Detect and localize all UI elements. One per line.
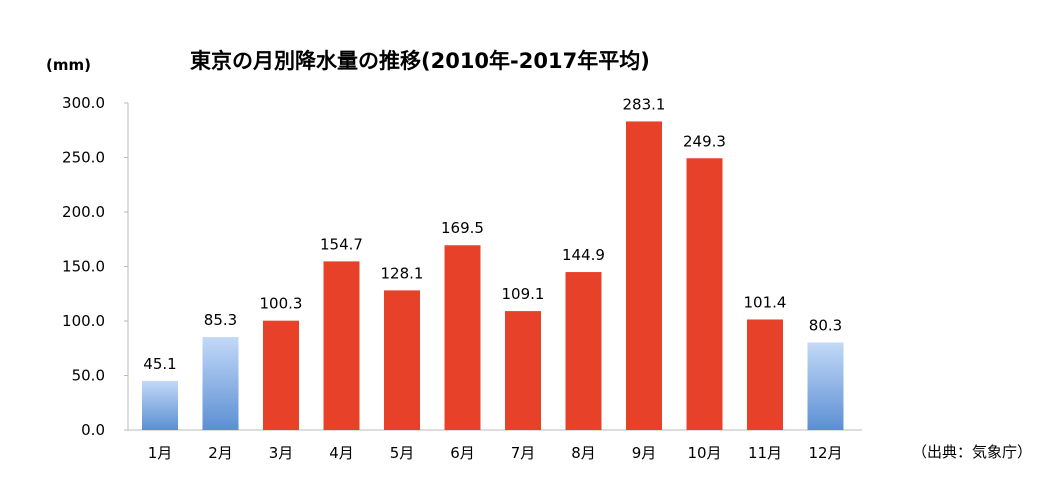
- source-note: （出典：気象庁）: [912, 443, 1032, 461]
- category-label-2: 2月: [208, 444, 233, 462]
- bars-group: 45.1 85.3 100.3 154.7 128.1 169.5 109.1 144.9 28…: [142, 95, 844, 431]
- y-tick-label: 250.0: [62, 149, 105, 167]
- data-label-11: 101.4: [744, 293, 787, 311]
- category-label-10: 10月: [687, 444, 721, 462]
- y-tick-label: 50.0: [72, 367, 105, 385]
- data-label-10: 249.3: [683, 132, 726, 150]
- category-label-11: 11月: [748, 444, 782, 462]
- bar-2: [202, 337, 239, 430]
- bar-10: [686, 158, 723, 430]
- category-label-8: 8月: [571, 444, 596, 462]
- bar-6: [444, 245, 481, 430]
- data-label-6: 169.5: [441, 219, 484, 237]
- y-tick-label: 300.0: [62, 94, 105, 112]
- bar-9: [626, 121, 662, 431]
- chart-title: 東京の月別降水量の推移(2010年-2017年平均): [190, 49, 650, 73]
- data-label-8: 144.9: [562, 246, 605, 264]
- category-label-1: 1月: [148, 444, 173, 462]
- category-label-9: 9月: [632, 444, 657, 462]
- category-label-7: 7月: [511, 444, 536, 462]
- y-tick-label: 0.0: [81, 421, 105, 439]
- bar-11: [747, 319, 783, 430]
- y-tick-label: 100.0: [62, 312, 105, 330]
- bar-7: [505, 311, 541, 430]
- data-label-12: 80.3: [809, 316, 842, 334]
- bar-8: [565, 272, 602, 430]
- data-label-3: 100.3: [260, 295, 303, 313]
- x-axis-categories: 1月 2月 3月 4月 5月 6月 7月 8月 9月 10月 11月 12月: [148, 444, 843, 462]
- data-label-7: 109.1: [502, 285, 545, 303]
- bar-3: [263, 320, 299, 430]
- y-tick-label: 150.0: [62, 258, 105, 276]
- category-label-5: 5月: [390, 444, 415, 462]
- bar-12: [807, 342, 844, 430]
- category-label-3: 3月: [269, 444, 294, 462]
- data-label-9: 283.1: [623, 95, 666, 113]
- y-axis-unit-label: (mm): [46, 56, 91, 74]
- bar-4: [323, 261, 360, 430]
- bar-1: [142, 380, 178, 430]
- data-label-5: 128.1: [381, 264, 424, 282]
- y-axis-ticks: 0.0 50.0 100.0 150.0 200.0 250.0 300.0: [62, 94, 128, 439]
- data-label-1: 45.1: [143, 355, 176, 373]
- category-label-6: 6月: [450, 444, 475, 462]
- category-label-12: 12月: [808, 444, 842, 462]
- category-label-4: 4月: [329, 444, 354, 462]
- y-tick-label: 200.0: [62, 203, 105, 221]
- bar-5: [384, 290, 420, 430]
- data-label-2: 85.3: [204, 311, 237, 329]
- data-label-4: 154.7: [320, 235, 363, 253]
